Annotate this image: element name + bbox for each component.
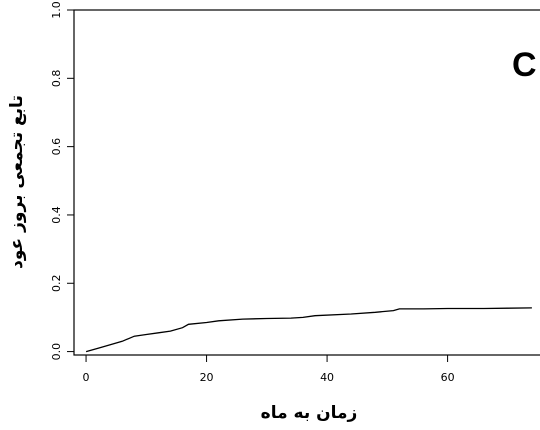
y-tick-label: 0.0	[50, 343, 63, 361]
plot-frame	[73, 9, 540, 356]
panel-label: C	[512, 46, 537, 84]
y-tick-label: 1.0	[50, 1, 63, 19]
x-tick-label: 60	[441, 371, 455, 384]
y-tick-label: 0.4	[50, 206, 63, 224]
y-tick-label: 0.8	[50, 70, 63, 88]
cumulative-incidence-line	[85, 307, 532, 353]
x-axis-title: زمان به ماه	[261, 403, 358, 423]
x-axis: 0 20 40 60	[83, 355, 455, 384]
x-tick-label: 40	[320, 371, 334, 384]
x-tick-label: 20	[200, 371, 214, 384]
x-tick-label: 0	[83, 371, 90, 384]
y-axis-title: تابع تجمعی بروز عود	[7, 95, 27, 269]
y-tick-label: 0.6	[50, 138, 63, 156]
series-layer	[85, 307, 532, 353]
y-axis: 0.0 0.2 0.4 0.6 0.8 1.0	[50, 1, 74, 360]
y-tick-label: 0.2	[50, 275, 63, 293]
